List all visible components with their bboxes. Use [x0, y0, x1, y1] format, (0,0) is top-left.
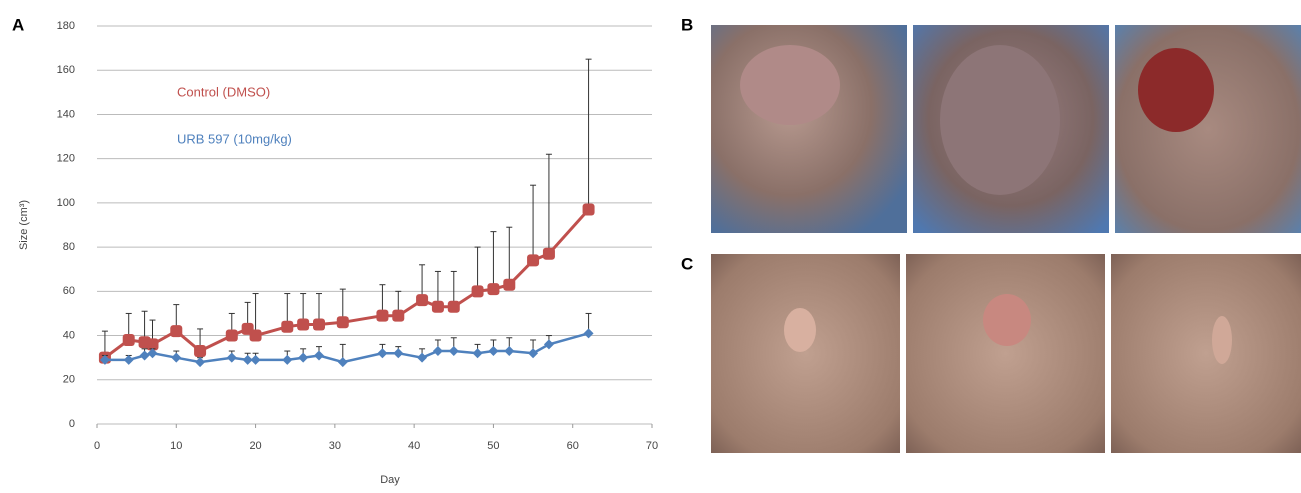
marker [377, 348, 387, 358]
y-tick-label: 80 [63, 241, 75, 253]
marker [195, 357, 205, 367]
photo-detail [1138, 48, 1214, 132]
photo [1115, 25, 1301, 233]
panel-label: B [681, 15, 693, 34]
marker [583, 204, 595, 216]
y-tick-label: 140 [57, 108, 75, 120]
marker [417, 353, 427, 363]
y-tick-label: 40 [63, 329, 75, 341]
marker [170, 325, 182, 337]
marker [226, 330, 238, 342]
marker [171, 353, 181, 363]
marker [297, 319, 309, 331]
marker [393, 348, 403, 358]
y-tick-label: 180 [57, 20, 75, 32]
y-axis-title: Size (cm³) [18, 200, 30, 250]
marker [281, 321, 293, 333]
x-tick-label: 70 [646, 440, 658, 452]
marker [337, 316, 349, 328]
photo [1111, 254, 1301, 453]
marker [313, 319, 325, 331]
chart: 0 20 40 60 80 100 120 140 160 180 0 10 20 30 40 50 60 70 C… [57, 20, 658, 452]
x-tick-label: 60 [567, 440, 579, 452]
photo-detail [983, 294, 1031, 346]
marker [314, 350, 324, 360]
marker [227, 353, 237, 363]
marker [194, 345, 206, 357]
marker [376, 310, 388, 322]
marker [448, 301, 460, 313]
marker [584, 328, 594, 338]
marker [503, 279, 515, 291]
x-tick-label: 10 [170, 440, 182, 452]
legend-label: Control (DMSO) [177, 84, 270, 99]
marker [544, 339, 554, 349]
marker [472, 285, 484, 297]
y-tick-label: 60 [63, 285, 75, 297]
marker [338, 357, 348, 367]
marker [473, 348, 483, 358]
photo [906, 254, 1105, 453]
legend-label: URB 597 (10mg/kg) [177, 131, 292, 146]
marker [433, 346, 443, 356]
x-tick-label: 40 [408, 440, 420, 452]
marker [140, 350, 150, 360]
marker [416, 294, 428, 306]
marker [449, 346, 459, 356]
photos [711, 25, 1301, 453]
y-tick-label: 120 [57, 153, 75, 165]
marker [543, 248, 555, 260]
x-tick-label: 30 [329, 440, 341, 452]
x-axis-title: Day [380, 474, 400, 486]
marker [527, 254, 539, 266]
marker [282, 355, 292, 365]
y-tick-label: 20 [63, 374, 75, 386]
photo-detail [784, 308, 816, 352]
marker [432, 301, 444, 313]
photo-detail [1212, 316, 1232, 364]
photo-detail [740, 45, 840, 125]
photo [711, 254, 900, 453]
marker [488, 346, 498, 356]
marker [392, 310, 404, 322]
marker [123, 334, 135, 346]
x-tick-label: 0 [94, 440, 100, 452]
figure: A B C 0 20 40 60 80 100 120 140 160 180 0 10 20 30 40 5… [0, 0, 1301, 488]
marker [528, 348, 538, 358]
marker [298, 353, 308, 363]
marker [124, 355, 134, 365]
x-tick-label: 20 [249, 440, 261, 452]
y-tick-label: 160 [57, 64, 75, 76]
marker [487, 283, 499, 295]
marker [504, 346, 514, 356]
photo-detail [940, 45, 1060, 195]
y-tick-label: 100 [57, 197, 75, 209]
x-tick-label: 50 [487, 440, 499, 452]
panel-label: A [12, 15, 24, 34]
y-tick-label: 0 [69, 418, 75, 430]
marker [250, 330, 262, 342]
marker [251, 355, 261, 365]
panel-label: C [681, 254, 693, 273]
